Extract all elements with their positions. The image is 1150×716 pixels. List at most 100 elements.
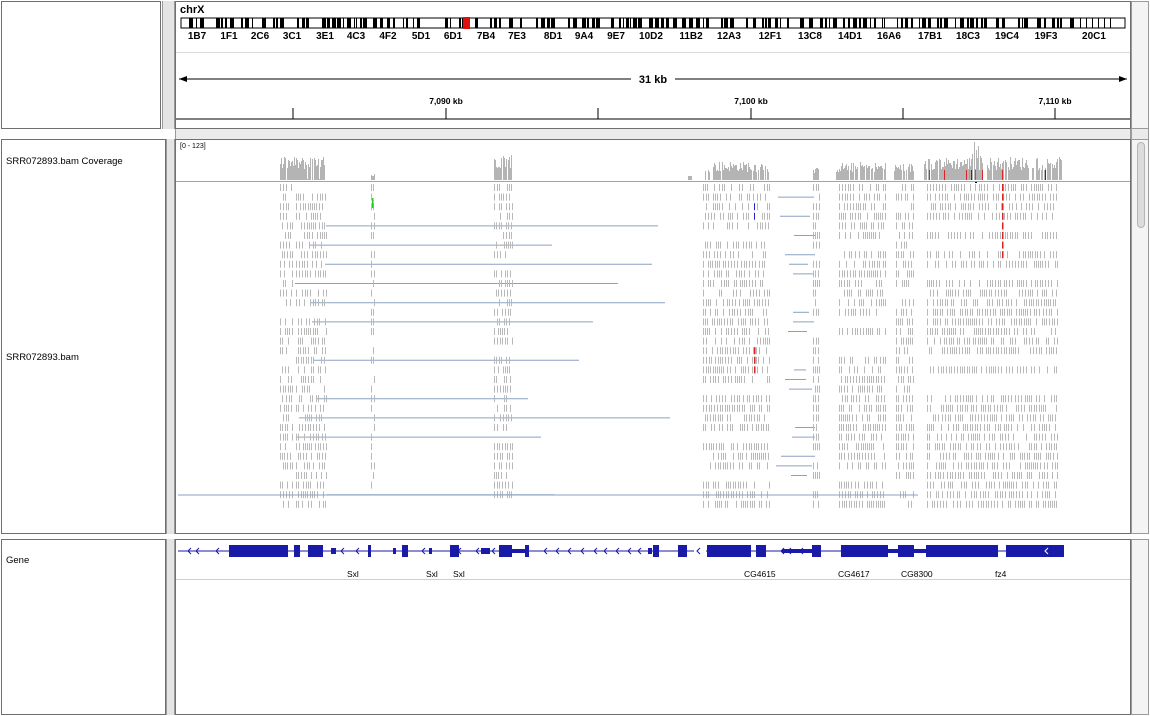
read-segment bbox=[996, 203, 997, 211]
read-segment bbox=[715, 328, 716, 335]
read-segment bbox=[739, 193, 740, 201]
read-segment bbox=[494, 251, 495, 259]
read-segment bbox=[948, 232, 949, 239]
read-segment bbox=[736, 500, 737, 508]
read-segment bbox=[999, 184, 1000, 191]
read-segment bbox=[909, 222, 910, 230]
read-segment bbox=[818, 500, 819, 508]
header-scrollbar[interactable] bbox=[1131, 1, 1149, 129]
read-segment bbox=[310, 481, 311, 489]
data-panel-scrollbar[interactable] bbox=[1131, 139, 1149, 534]
read-segment bbox=[510, 443, 511, 451]
gene-label-sxl-2: Sxl bbox=[426, 569, 438, 579]
coverage-track[interactable] bbox=[176, 140, 1130, 184]
ideogram-band bbox=[853, 18, 857, 28]
data-panel-scroll-thumb[interactable] bbox=[1137, 142, 1145, 228]
gene-exon bbox=[678, 545, 687, 557]
read-segment bbox=[1039, 347, 1040, 355]
read-segment bbox=[499, 462, 500, 470]
read-segment bbox=[286, 299, 287, 307]
read-segment bbox=[313, 356, 314, 364]
read-segment bbox=[819, 385, 820, 393]
ideogram-band bbox=[241, 18, 243, 28]
read-segment bbox=[710, 280, 711, 287]
read-segment bbox=[310, 203, 311, 211]
read-segment bbox=[1054, 443, 1055, 451]
coverage-bar bbox=[726, 168, 727, 180]
read-segment bbox=[765, 193, 766, 201]
read-segment bbox=[1003, 452, 1004, 460]
read-segment bbox=[496, 289, 497, 297]
read-segment bbox=[998, 366, 999, 374]
read-segment bbox=[968, 203, 969, 211]
read-segment bbox=[703, 424, 704, 431]
read-segment bbox=[719, 443, 720, 451]
read-segment bbox=[815, 222, 816, 230]
read-segment bbox=[1009, 280, 1010, 287]
read-segment bbox=[501, 270, 502, 278]
read-segment bbox=[760, 337, 761, 345]
read-segment bbox=[951, 366, 952, 374]
read-segment bbox=[913, 443, 914, 451]
read-segment bbox=[769, 395, 770, 403]
read-segment bbox=[325, 347, 326, 355]
read-segment bbox=[713, 452, 714, 460]
read-segment bbox=[860, 203, 861, 211]
read-segment bbox=[1057, 260, 1058, 268]
read-segment bbox=[741, 260, 742, 268]
read-segment bbox=[989, 366, 990, 374]
read-segment bbox=[984, 424, 985, 431]
read-segment bbox=[737, 308, 738, 316]
ideogram-band bbox=[1104, 18, 1105, 28]
read-segment bbox=[1028, 318, 1029, 326]
read-segment bbox=[500, 414, 501, 422]
read-segment bbox=[911, 500, 912, 508]
read-segment bbox=[878, 222, 879, 230]
read-segment bbox=[978, 337, 979, 345]
read-segment bbox=[1031, 424, 1032, 431]
read-segment bbox=[721, 452, 722, 460]
alignment-track-name[interactable]: SRR072893.bam bbox=[6, 352, 79, 363]
alignment-track[interactable] bbox=[176, 182, 1130, 534]
read-segment bbox=[817, 385, 818, 393]
ideogram-band bbox=[884, 18, 885, 28]
read-segment bbox=[876, 308, 877, 316]
coverage-bar bbox=[287, 168, 288, 180]
chromosome-ideogram[interactable]: 1B7 1F1 2C6 3C1 3E1 4C3 4F2 5D1 6D1 7B4 7E3 8D1 9A4 9… bbox=[176, 2, 1130, 50]
read-segment bbox=[496, 241, 497, 249]
read-segment bbox=[1036, 404, 1037, 412]
read-segment bbox=[733, 462, 734, 470]
ruler[interactable]: 31 kb7,090 kb 7,100 kb 7,110 kb bbox=[176, 53, 1130, 129]
gene-label-fz4: fz4 bbox=[995, 569, 1007, 579]
coverage-bar bbox=[1033, 168, 1034, 180]
read-segment bbox=[844, 203, 845, 211]
read-segment bbox=[1027, 414, 1028, 422]
read-segment bbox=[1033, 299, 1034, 307]
read-segment bbox=[1051, 328, 1052, 335]
read-segment bbox=[983, 500, 984, 508]
coverage-bar bbox=[290, 166, 291, 180]
read-segment bbox=[901, 241, 902, 249]
read-segment bbox=[970, 308, 971, 316]
read-segment bbox=[994, 433, 995, 441]
read-segment bbox=[725, 395, 726, 403]
read-segment bbox=[815, 289, 816, 297]
read-segment bbox=[950, 443, 951, 451]
read-segment bbox=[940, 203, 941, 211]
read-segment bbox=[767, 203, 768, 211]
coverage-bar bbox=[843, 169, 844, 180]
read-segment bbox=[848, 184, 849, 191]
read-segment bbox=[958, 472, 959, 479]
gene-track-name[interactable]: Gene bbox=[6, 555, 30, 566]
read-segment bbox=[847, 376, 848, 383]
coverage-track-name[interactable]: SRR072893.bam Coverage bbox=[6, 156, 123, 167]
coverage-bar bbox=[869, 166, 870, 180]
feature-panel-scrollbar[interactable] bbox=[1131, 539, 1149, 715]
read-segment bbox=[984, 414, 985, 422]
read-segment bbox=[723, 260, 724, 268]
read-segment bbox=[847, 385, 848, 393]
read-segment bbox=[742, 184, 743, 191]
read-segment bbox=[751, 414, 752, 422]
read-segment bbox=[1039, 193, 1040, 201]
gene-track[interactable] bbox=[176, 540, 1130, 585]
